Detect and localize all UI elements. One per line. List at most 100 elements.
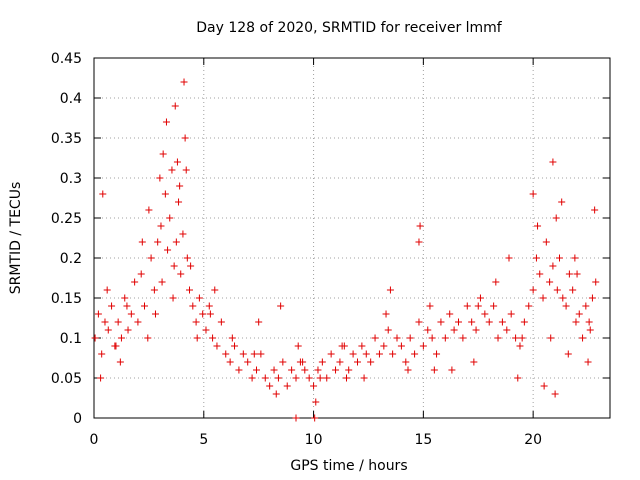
data-point xyxy=(175,198,183,206)
data-point xyxy=(463,302,471,310)
data-point xyxy=(360,374,368,382)
data-point xyxy=(117,334,125,342)
data-point xyxy=(305,374,313,382)
data-point xyxy=(516,342,524,350)
data-point xyxy=(555,254,563,262)
data-point xyxy=(476,294,484,302)
data-point xyxy=(266,382,274,390)
data-point xyxy=(375,350,383,358)
data-point xyxy=(338,342,346,350)
data-point xyxy=(154,238,162,246)
data-point xyxy=(186,286,194,294)
data-point xyxy=(481,310,489,318)
data-point xyxy=(202,326,210,334)
data-point xyxy=(116,358,124,366)
data-point xyxy=(532,254,540,262)
data-point xyxy=(173,158,181,166)
data-point xyxy=(362,350,370,358)
data-point xyxy=(172,238,180,246)
data-point xyxy=(505,254,513,262)
data-point xyxy=(433,350,441,358)
data-point xyxy=(382,310,390,318)
data-point xyxy=(582,302,590,310)
data-point xyxy=(248,374,256,382)
data-point xyxy=(406,334,414,342)
data-point xyxy=(150,286,158,294)
data-point xyxy=(353,358,361,366)
data-point xyxy=(181,134,189,142)
data-point xyxy=(426,302,434,310)
plot-border xyxy=(93,57,611,419)
data-point xyxy=(327,350,335,358)
data-point xyxy=(430,366,438,374)
x-tick-label: 20 xyxy=(524,432,542,448)
data-point xyxy=(261,374,269,382)
data-point xyxy=(169,294,177,302)
x-tick-label: 5 xyxy=(199,432,208,448)
data-point xyxy=(277,302,285,310)
data-point xyxy=(358,342,366,350)
data-point xyxy=(459,334,467,342)
data-point xyxy=(485,318,493,326)
data-point xyxy=(371,334,379,342)
data-point xyxy=(183,254,191,262)
data-point xyxy=(108,302,116,310)
data-point xyxy=(182,166,190,174)
data-point xyxy=(91,334,99,342)
data-point xyxy=(112,342,120,350)
data-point xyxy=(525,302,533,310)
data-point xyxy=(141,302,149,310)
data-point xyxy=(231,342,239,350)
data-point xyxy=(176,182,184,190)
data-point xyxy=(514,374,522,382)
data-point xyxy=(217,318,225,326)
data-point xyxy=(279,358,287,366)
data-point xyxy=(283,382,291,390)
data-point xyxy=(195,294,203,302)
data-point xyxy=(213,342,221,350)
data-point xyxy=(205,302,213,310)
data-point xyxy=(592,278,600,286)
data-point xyxy=(180,78,188,86)
data-point xyxy=(518,334,526,342)
data-point xyxy=(288,366,296,374)
data-point xyxy=(228,334,236,342)
data-point xyxy=(137,270,145,278)
data-point xyxy=(292,414,300,422)
data-point xyxy=(168,166,176,174)
y-axis-title: SRMTID / TECUs xyxy=(8,182,24,295)
data-point xyxy=(428,334,436,342)
data-point xyxy=(292,374,300,382)
data-point xyxy=(520,318,528,326)
data-point xyxy=(549,158,557,166)
y-tick-label: 0 xyxy=(73,411,82,427)
data-point xyxy=(573,270,581,278)
data-point xyxy=(498,318,506,326)
data-point xyxy=(311,414,319,422)
data-point xyxy=(121,294,129,302)
data-point xyxy=(454,318,462,326)
data-point xyxy=(94,310,102,318)
data-point xyxy=(468,318,476,326)
data-point xyxy=(470,358,478,366)
data-point xyxy=(553,286,561,294)
data-point xyxy=(349,350,357,358)
data-point xyxy=(123,302,131,310)
data-point xyxy=(299,358,307,366)
data-point xyxy=(536,270,544,278)
data-point xyxy=(419,342,427,350)
data-point xyxy=(162,118,170,126)
data-point xyxy=(490,302,498,310)
data-point xyxy=(177,270,185,278)
data-point xyxy=(310,382,318,390)
chart-title: Day 128 of 2020, SRMTID for receiver lmm… xyxy=(196,20,503,36)
plot-frame xyxy=(93,57,611,419)
data-point xyxy=(166,214,174,222)
data-point xyxy=(257,350,265,358)
data-point xyxy=(411,350,419,358)
data-point xyxy=(250,350,258,358)
data-point xyxy=(209,334,217,342)
data-point xyxy=(585,318,593,326)
data-point xyxy=(316,374,324,382)
